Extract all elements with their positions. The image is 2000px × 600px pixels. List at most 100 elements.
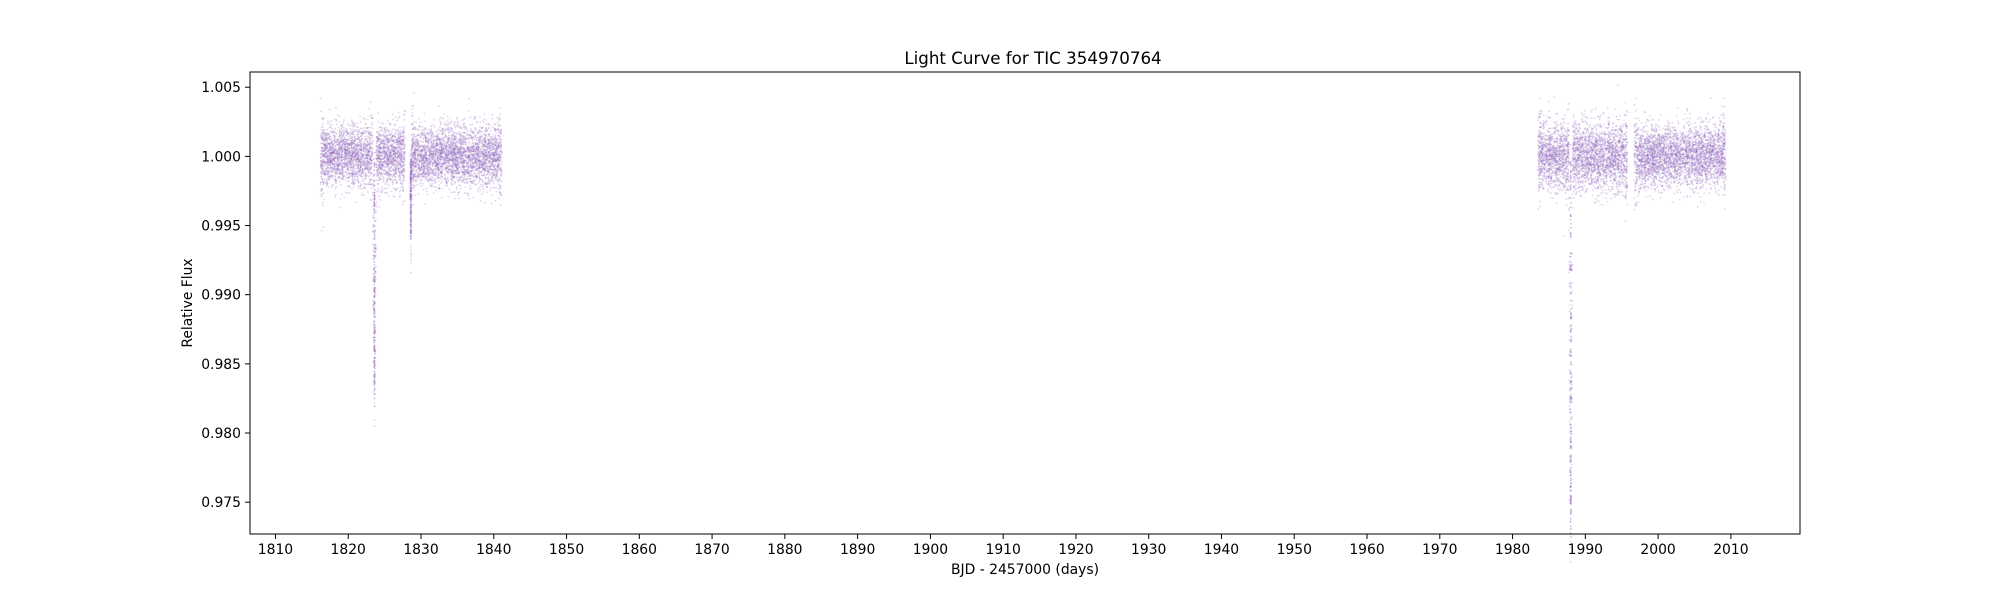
flux-point (331, 161, 333, 164)
flux-point (338, 180, 341, 183)
flux-point (360, 132, 362, 135)
flux-point (394, 169, 397, 172)
flux-point (359, 158, 362, 161)
flux-point (481, 120, 484, 122)
flux-point (333, 145, 336, 148)
flux-point (358, 168, 361, 170)
flux-point (395, 139, 398, 142)
flux-point (321, 160, 323, 163)
flux-point (338, 127, 340, 129)
flux-point (339, 139, 342, 141)
flux-point (357, 138, 360, 141)
flux-point (381, 158, 383, 161)
flux-point (402, 133, 405, 136)
flux-point (394, 166, 397, 169)
flux-point (383, 155, 385, 157)
flux-point (399, 135, 402, 138)
flux-point (468, 97, 470, 100)
flux-point (485, 162, 487, 164)
flux-point (333, 162, 335, 165)
flux-point (375, 145, 378, 148)
flux-point (367, 144, 370, 147)
flux-point (353, 136, 356, 139)
flux-point (333, 160, 336, 162)
flux-point (369, 198, 372, 201)
flux-point (395, 129, 398, 132)
flux-point (344, 154, 347, 156)
flux-point (419, 121, 421, 124)
flux-point (461, 174, 464, 176)
flux-point (368, 133, 371, 136)
flux-point (394, 116, 397, 118)
flux-point (353, 178, 356, 181)
flux-point (354, 180, 357, 182)
flux-point (376, 139, 379, 142)
flux-point (333, 140, 336, 142)
flux-point (372, 322, 375, 325)
flux-point (388, 179, 391, 182)
flux-point (390, 141, 392, 144)
flux-point (382, 172, 385, 174)
flux-point (349, 158, 352, 161)
flux-point (396, 164, 399, 167)
flux-point (387, 145, 390, 148)
flux-point (361, 178, 364, 181)
flux-point (364, 177, 367, 180)
flux-point (351, 167, 354, 170)
flux-point (340, 137, 343, 140)
flux-point (401, 182, 404, 185)
flux-point (394, 146, 397, 149)
flux-point (383, 129, 386, 131)
flux-point (349, 155, 352, 157)
flux-point (383, 143, 386, 146)
flux-point (397, 168, 400, 171)
flux-point (438, 132, 441, 135)
flux-point (368, 107, 370, 110)
flux-point (320, 161, 322, 164)
flux-point (365, 183, 368, 186)
flux-point (385, 187, 388, 190)
flux-point (494, 136, 497, 139)
flux-point (378, 147, 381, 150)
flux-point (462, 118, 465, 121)
flux-point (392, 187, 395, 190)
flux-point (380, 160, 382, 163)
flux-point (380, 121, 383, 124)
flux-point (377, 172, 380, 175)
flux-point (366, 164, 369, 167)
flux-point (340, 155, 342, 158)
flux-point (338, 146, 341, 148)
flux-point (346, 169, 349, 171)
flux-point (374, 352, 376, 355)
flux-point (401, 144, 404, 146)
flux-point (440, 187, 443, 190)
flux-point (393, 166, 396, 168)
flux-point (385, 180, 388, 183)
flux-point (347, 156, 350, 159)
flux-point (499, 112, 502, 115)
flux-point (371, 191, 374, 194)
flux-point (337, 168, 340, 171)
flux-point (384, 138, 387, 141)
flux-point (378, 195, 380, 198)
flux-point (377, 137, 380, 140)
flux-point (320, 229, 323, 232)
flux-point (325, 169, 328, 172)
data-points (319, 84, 1727, 564)
flux-point (370, 162, 373, 164)
flux-point (474, 126, 477, 129)
flux-point (388, 130, 391, 133)
flux-point (349, 149, 351, 152)
flux-point (391, 175, 394, 178)
flux-point (340, 139, 343, 142)
flux-point (368, 139, 371, 142)
flux-point (375, 158, 378, 160)
flux-point (375, 201, 378, 204)
flux-point (390, 162, 393, 165)
flux-point (344, 131, 346, 134)
flux-point (398, 153, 401, 156)
flux-point (371, 204, 374, 207)
flux-point (360, 188, 363, 190)
flux-point (380, 155, 383, 158)
